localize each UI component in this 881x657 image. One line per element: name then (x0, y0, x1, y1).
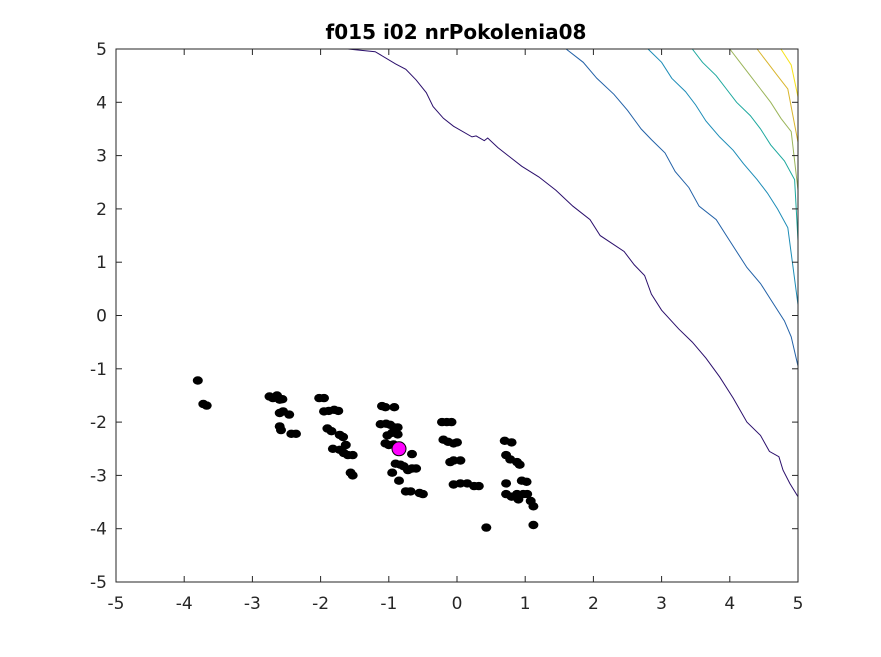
data-point-16 (319, 393, 329, 403)
data-point-2 (201, 401, 212, 410)
x-tick-label: 4 (724, 594, 735, 614)
contour-line-2 (647, 48, 799, 305)
data-point-53 (407, 449, 417, 459)
data-point-24 (338, 432, 349, 442)
data-point-59 (387, 468, 398, 477)
data-point-14 (291, 429, 301, 438)
data-point-77 (506, 438, 517, 447)
x-tick-label: -1 (380, 594, 397, 614)
x-tick-label: 0 (452, 594, 463, 614)
data-point-75 (481, 523, 492, 532)
x-tick-label: 2 (588, 594, 599, 614)
contour-line-1 (565, 48, 799, 367)
data-point-74 (473, 481, 484, 491)
y-tick-label: 4 (96, 93, 107, 113)
data-point-58 (417, 489, 428, 499)
contour-line-5 (756, 48, 799, 143)
data-point-92 (528, 502, 539, 511)
data-point-54 (394, 476, 404, 485)
population-points (192, 376, 539, 532)
data-point-56 (405, 487, 416, 496)
y-tick-label: 3 (96, 147, 107, 167)
contour-line-3 (691, 48, 799, 241)
y-tick-label: -1 (90, 360, 107, 380)
data-point-10 (284, 410, 295, 419)
x-tick-label: -2 (312, 594, 329, 614)
data-point-52 (411, 464, 422, 473)
data-point-69 (455, 456, 466, 465)
data-point-30 (347, 450, 358, 460)
data-point-66 (452, 438, 462, 447)
data-point-93 (528, 520, 539, 530)
contour-lines (347, 48, 799, 497)
contour-line-6 (780, 48, 799, 98)
data-point-12 (276, 425, 286, 435)
y-tick-label: 0 (96, 307, 107, 327)
data-point-88 (521, 477, 532, 486)
y-tick-label: 5 (96, 40, 107, 60)
data-point-0 (192, 376, 203, 385)
contour-line-4 (729, 48, 799, 191)
x-tick-label: -4 (176, 594, 193, 614)
y-tick-label: -2 (90, 413, 107, 433)
data-point-82 (501, 479, 512, 488)
data-point-7 (277, 395, 288, 404)
x-tick-label: 3 (656, 594, 667, 614)
contour-line-0 (347, 48, 799, 497)
data-point-90 (522, 489, 533, 499)
y-tick-label: 1 (96, 253, 107, 273)
y-tick-label: -5 (90, 573, 107, 593)
data-point-32 (347, 471, 358, 480)
data-point-43 (392, 430, 403, 439)
best-point (391, 441, 407, 457)
data-point-22 (326, 427, 337, 436)
chart-title: f015 i02 nrPokolenia08 (326, 20, 587, 44)
data-point-34 (380, 403, 391, 412)
y-axis: 5 4 3 2 1 0 -1 -2 -3 -4 -5 (90, 40, 798, 593)
y-tick-label: -3 (90, 466, 107, 486)
best-point-group (391, 441, 407, 457)
data-point-81 (514, 460, 525, 469)
y-tick-label: 2 (96, 200, 107, 220)
x-axis: -5 -4 -3 -2 -1 0 1 2 3 4 5 (108, 49, 804, 614)
x-tick-label: -3 (244, 594, 261, 614)
plot-area (116, 49, 798, 582)
data-point-35 (389, 403, 400, 412)
x-tick-label: 1 (520, 594, 531, 614)
x-tick-label: -5 (108, 594, 125, 614)
data-point-62 (446, 417, 457, 427)
x-tick-label: 5 (793, 594, 804, 614)
data-point-20 (333, 406, 344, 416)
y-tick-label: -4 (90, 520, 107, 540)
